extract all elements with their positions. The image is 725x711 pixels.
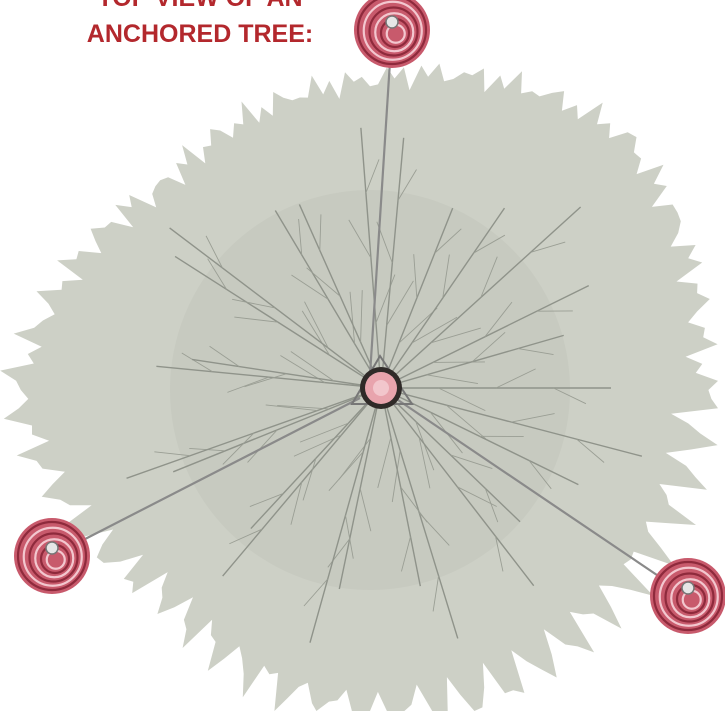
trunk xyxy=(360,367,402,409)
anchor-eye xyxy=(46,542,58,554)
ground-anchor xyxy=(650,558,725,634)
trunk-core xyxy=(373,380,389,396)
anchor-eye xyxy=(682,582,694,594)
anchor-eye xyxy=(386,16,398,28)
page: TOP VIEW OF AN ANCHORED TREE: (() => { c… xyxy=(0,0,725,711)
ground-anchor xyxy=(354,0,430,68)
title-line-1: TOP VIEW OF AN xyxy=(97,0,302,12)
ground-anchor xyxy=(14,518,90,594)
title-line-2: ANCHORED TREE: xyxy=(87,20,313,48)
diagram: TOP VIEW OF AN ANCHORED TREE: xyxy=(0,0,725,711)
anchor-base xyxy=(14,518,90,594)
